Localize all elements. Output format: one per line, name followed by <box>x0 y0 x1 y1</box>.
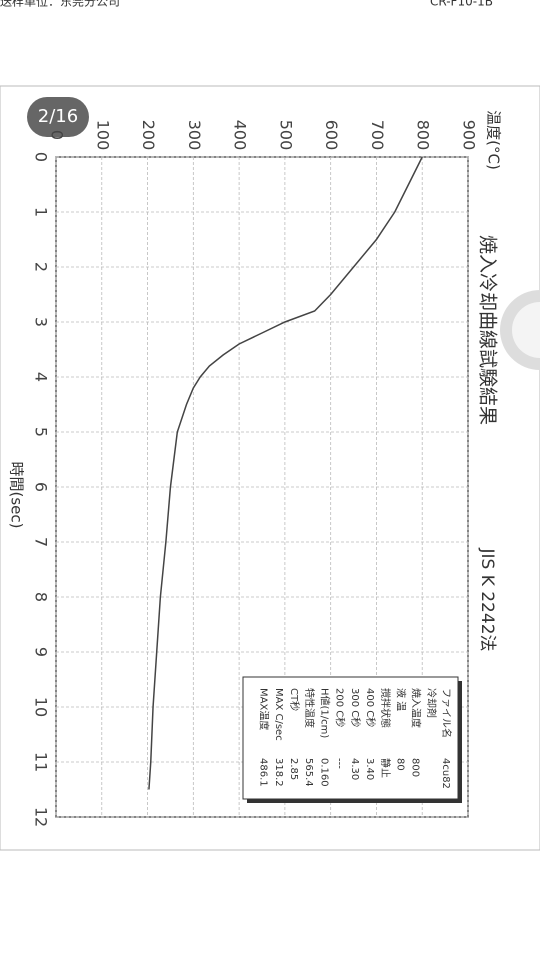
x-tick-label: 2 <box>32 262 51 272</box>
y-tick-label: 200 <box>139 120 158 151</box>
info-label: 300 C秒 <box>349 688 362 727</box>
header-right: CR-F10-1B <box>430 0 493 9</box>
x-tick-label: 3 <box>32 317 51 327</box>
info-value: 4cu82 <box>440 758 451 789</box>
y-tick-label: 900 <box>460 120 479 151</box>
info-label: CT秒 <box>288 688 301 711</box>
y-tick-label: 600 <box>322 120 341 151</box>
x-tick-label: 5 <box>32 427 51 437</box>
x-tick-label: 11 <box>32 752 51 772</box>
x-axis-label: 時間(sec) <box>8 462 26 529</box>
info-value: 800 <box>410 758 421 777</box>
x-tick-label: 4 <box>32 372 51 382</box>
y-tick-label: 400 <box>231 120 250 151</box>
info-label: H値(1/cm) <box>318 688 331 738</box>
info-label: 液 温 <box>394 688 407 711</box>
y-tick-label: 0 <box>48 130 67 140</box>
x-tick-label: 12 <box>32 807 51 827</box>
y-tick-label: 500 <box>276 120 295 151</box>
y-axis-label: 温度(°C) <box>485 110 503 170</box>
x-tick-label: 7 <box>32 537 51 547</box>
info-value: 3.40 <box>364 758 375 780</box>
page-badge[interactable]: 2/16 <box>38 106 78 127</box>
x-tick-label: 1 <box>32 207 51 217</box>
chart-title: 焼入冷却曲線試験結果 <box>477 235 499 425</box>
info-value: 486.1 <box>258 758 269 787</box>
info-label: MAX温度 <box>258 688 271 730</box>
info-value: 565.4 <box>303 758 314 787</box>
x-tick-label: 10 <box>32 697 51 717</box>
info-value: 80 <box>394 758 405 771</box>
page-badge-bg <box>27 97 89 137</box>
info-label: ファイル名 <box>440 688 453 738</box>
chart-subtitle: JIS K 2242法 <box>477 547 497 651</box>
y-tick-label: 700 <box>368 120 387 151</box>
y-tick-label: 100 <box>93 120 112 151</box>
info-value: 2.85 <box>288 758 299 780</box>
x-tick-label: 0 <box>32 152 51 162</box>
x-tick-label: 6 <box>32 482 51 492</box>
info-label: 撹拌状態 <box>379 688 392 728</box>
info-value: 静止 <box>379 758 392 778</box>
info-value: 4.30 <box>349 758 360 780</box>
info-box <box>242 676 459 800</box>
header-left: 送样单位：东莞分公司 <box>0 0 120 9</box>
info-label: 冷却剤 <box>425 688 438 718</box>
info-label: 特性温度 <box>303 688 316 728</box>
info-value: --- <box>334 758 345 769</box>
info-value: 0.160 <box>318 758 329 787</box>
y-tick-label: 300 <box>185 120 204 151</box>
info-label: 400 C秒 <box>364 688 377 727</box>
info-value: 318.2 <box>273 758 284 787</box>
info-label: 焼入温度 <box>410 688 423 728</box>
info-label: MAX C/sec <box>273 688 284 741</box>
scroll-handle-inner <box>512 302 540 358</box>
y-tick-label: 800 <box>414 120 433 151</box>
x-tick-label: 8 <box>32 592 51 602</box>
temperature-curve <box>148 156 423 790</box>
x-tick-label: 9 <box>32 647 51 657</box>
info-label: 200 C秒 <box>334 688 347 727</box>
